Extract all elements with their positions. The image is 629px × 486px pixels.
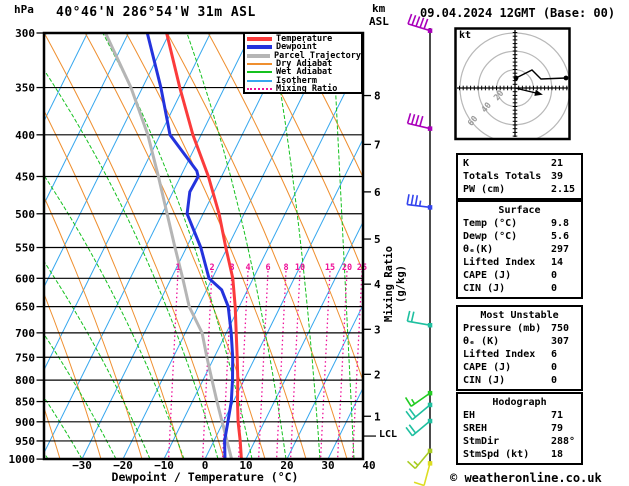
- mixing-ratio-line-swatch: [247, 87, 272, 90]
- table-row: Lifted Index 6: [463, 349, 558, 360]
- hodograph-table: Hodograph EH 71 SREH 79 StmDir 288° StmSpd …: [456, 392, 583, 465]
- svg-text:10: 10: [295, 263, 305, 273]
- station-title: 40°46'N 286°54'W 31m ASL: [56, 5, 256, 20]
- svg-text:900: 900: [15, 416, 35, 429]
- table-row: θₑ(K) 297: [463, 244, 570, 255]
- table-row: PW (cm) 2.15: [463, 184, 576, 195]
- svg-text:2: 2: [374, 368, 381, 381]
- svg-text:500: 500: [15, 208, 35, 221]
- svg-text:350: 350: [15, 82, 35, 95]
- svg-text:600: 600: [15, 272, 35, 285]
- svg-text:−10: −10: [154, 459, 174, 472]
- svg-text:0: 0: [202, 459, 209, 472]
- svg-text:−20: −20: [113, 459, 133, 472]
- svg-text:7: 7: [374, 138, 381, 151]
- legend-item-parcel: Parcel Trajectory: [245, 51, 361, 60]
- svg-text:850: 850: [15, 396, 35, 409]
- svg-text:30: 30: [321, 459, 334, 472]
- svg-text:8: 8: [374, 90, 381, 103]
- svg-text:1: 1: [175, 263, 180, 273]
- svg-text:300: 300: [15, 27, 35, 40]
- table-row: K 21: [463, 158, 564, 169]
- svg-text:2: 2: [209, 263, 214, 273]
- legend-item-wet-adiabat: Wet Adiabat: [245, 68, 361, 77]
- svg-text:5: 5: [374, 233, 381, 246]
- svg-text:6: 6: [374, 186, 381, 199]
- legend-item-mixing-ratio: Mixing Ratio: [245, 85, 361, 93]
- isotherm-line-swatch: [247, 79, 272, 82]
- altitude-unit-km-label: km: [372, 2, 386, 15]
- svg-text:−30: −30: [72, 459, 92, 472]
- mixing-ratio-axis-label: Mixing Ratio (g/kg): [383, 246, 407, 322]
- table-row: Dewp (°C) 5.6: [463, 231, 570, 242]
- copyright-label: © weatheronline.co.uk: [450, 471, 602, 485]
- legend-item-dewpoint: Dewpoint: [245, 43, 361, 52]
- table-row: SREH 79: [463, 423, 564, 434]
- table-row: CIN (J) 0: [463, 375, 558, 386]
- indices-table: K 21 Totals Totals 39 PW (cm) 2.15: [456, 153, 583, 200]
- svg-text:20: 20: [342, 263, 352, 273]
- x-axis-title: Dewpoint / Temperature (°C): [111, 470, 299, 484]
- svg-text:40: 40: [362, 459, 375, 472]
- datetime-label: 09.04.2024 12GMT (Base: 00): [420, 6, 616, 20]
- table-row: EH 71: [463, 410, 564, 421]
- wet-adiabat-line-swatch: [247, 71, 272, 74]
- legend-item-temperature: Temperature: [245, 35, 361, 43]
- altitude-unit-asl-label: ASL: [369, 15, 389, 28]
- surface-table: Surface Temp (°C) 9.8 Dewp (°C) 5.6 θₑ(K) 2…: [456, 200, 583, 299]
- table-row: Totals Totals 39: [463, 171, 564, 182]
- table-row: CAPE (J) 0: [463, 270, 558, 281]
- svg-text:3: 3: [374, 323, 381, 336]
- table-row: Lifted Index 14: [463, 257, 564, 268]
- table-row: θₑ (K) 307: [463, 336, 570, 347]
- plot-legend: Temperature Dewpoint Parcel Trajectory D…: [243, 33, 363, 94]
- table-row: CIN (J) 0: [463, 283, 558, 294]
- svg-text:950: 950: [15, 435, 35, 448]
- table-row: CAPE (J) 0: [463, 362, 558, 373]
- svg-text:4: 4: [374, 278, 381, 291]
- pressure-unit-label: hPa: [14, 3, 34, 16]
- svg-text:800: 800: [15, 374, 35, 387]
- svg-text:700: 700: [15, 327, 35, 340]
- svg-text:4: 4: [245, 263, 250, 273]
- table-row: Pressure (mb) 750: [463, 323, 570, 334]
- parcel-line-swatch: [247, 53, 270, 58]
- svg-text:550: 550: [15, 242, 35, 255]
- svg-text:1000: 1000: [9, 453, 36, 466]
- svg-text:20: 20: [492, 89, 506, 103]
- table-title: Hodograph: [492, 397, 547, 408]
- dewpoint-line-swatch: [247, 45, 272, 50]
- dry-adiabat-line-swatch: [247, 63, 272, 66]
- temperature-line-swatch: [247, 37, 272, 42]
- svg-text:450: 450: [15, 170, 35, 183]
- table-title: Most Unstable: [480, 310, 559, 321]
- svg-text:400: 400: [15, 129, 35, 142]
- svg-text:3: 3: [229, 263, 234, 273]
- svg-text:10: 10: [239, 459, 252, 472]
- table-row: StmSpd (kt) 18: [463, 449, 564, 460]
- lcl-marker-label: LCL: [379, 429, 398, 440]
- table-title: Surface: [498, 205, 541, 216]
- legend-item-isotherm: Isotherm: [245, 76, 361, 85]
- table-row: Temp (°C) 9.8: [463, 218, 570, 229]
- svg-text:6: 6: [265, 263, 270, 273]
- legend-item-dry-adiabat: Dry Adiabat: [245, 60, 361, 68]
- svg-text:1: 1: [374, 410, 381, 423]
- hodograph-unit-label: kt: [459, 30, 472, 41]
- table-row: StmDir 288°: [463, 436, 576, 447]
- svg-text:15: 15: [325, 263, 335, 273]
- svg-text:20: 20: [280, 459, 293, 472]
- svg-text:650: 650: [15, 301, 35, 314]
- most-unstable-table: Most Unstable Pressure (mb) 750 θₑ (K) 307…: [456, 305, 583, 391]
- svg-text:750: 750: [15, 351, 35, 364]
- svg-text:8: 8: [283, 263, 288, 273]
